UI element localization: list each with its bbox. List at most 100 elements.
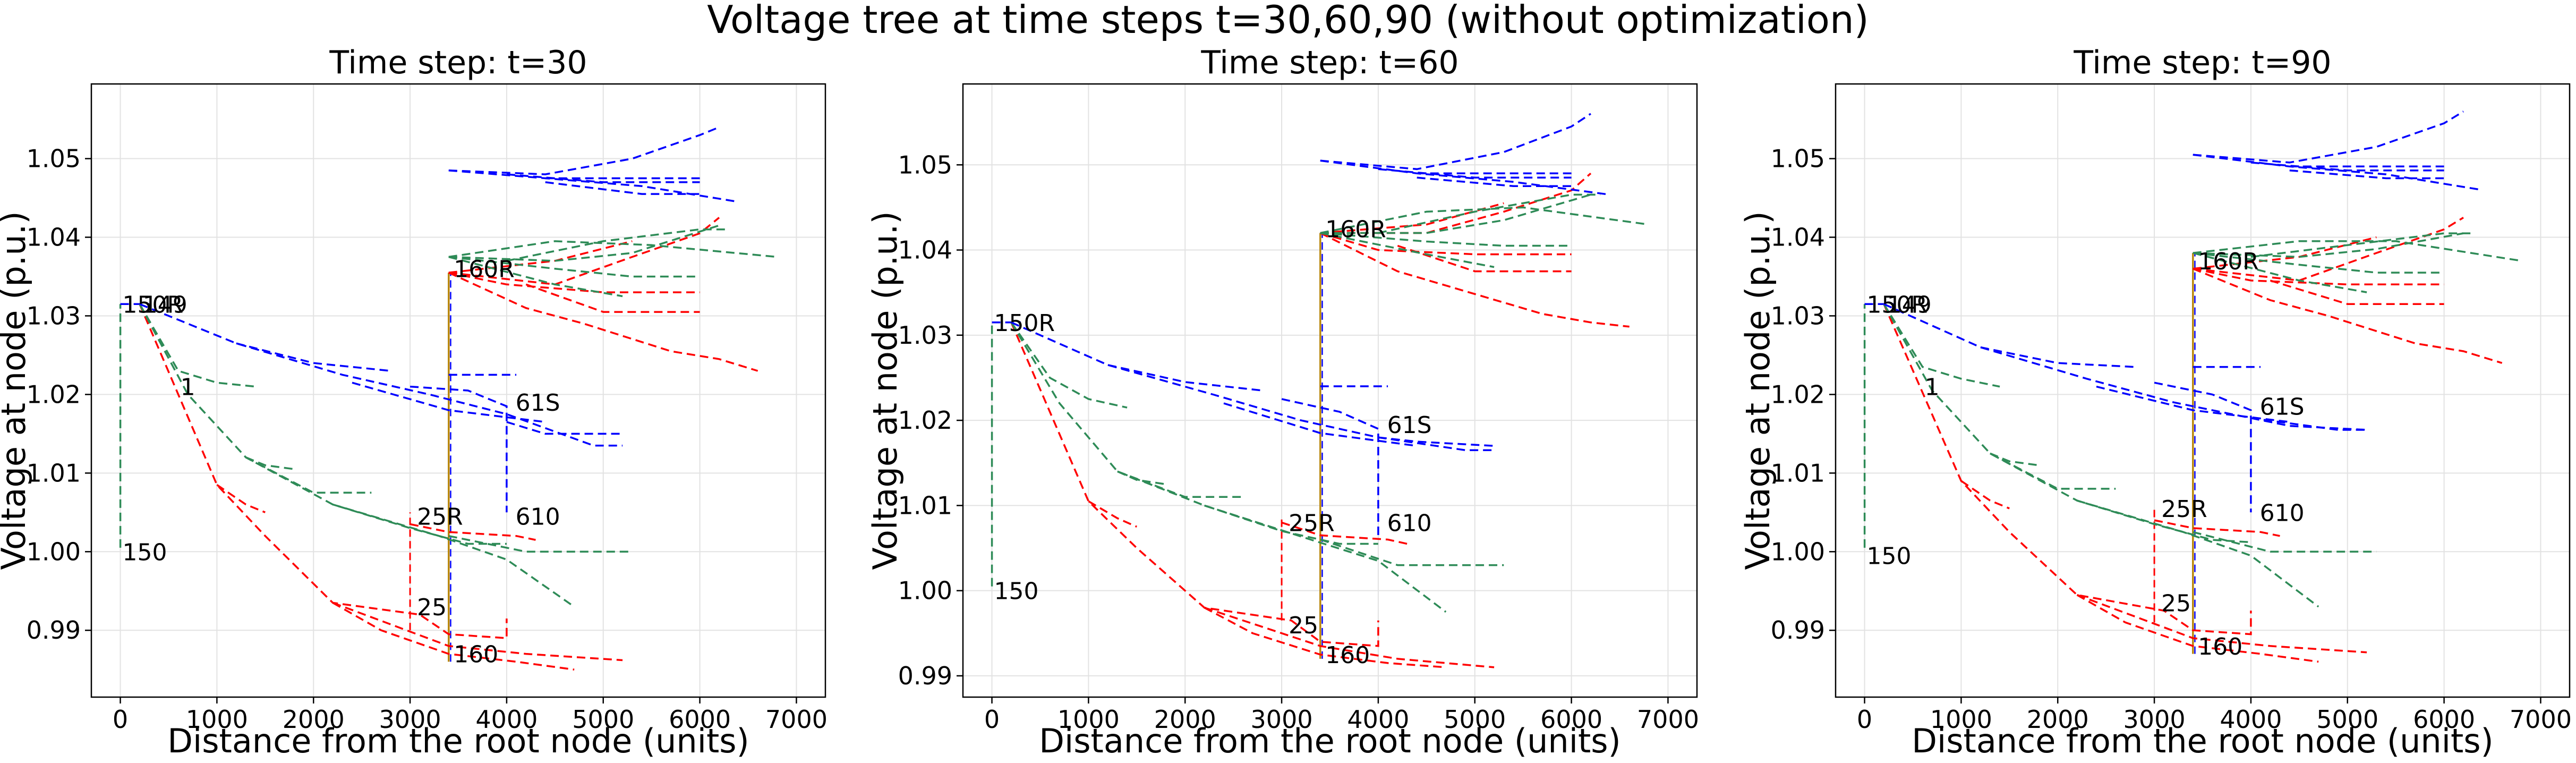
- voltage-branch-line: [139, 303, 623, 447]
- x-tick-label: 6000: [2413, 705, 2475, 734]
- node-label: 61S: [1387, 412, 1432, 439]
- voltage-branch-line: [352, 382, 545, 423]
- x-tick-label: 7000: [765, 705, 828, 734]
- voltage-branch-line: [448, 224, 720, 262]
- voltage-branch-line: [2077, 499, 2319, 608]
- voltage-branch-line: [448, 126, 720, 175]
- node-label: 160R: [454, 256, 515, 283]
- voltage-branch-line: [2193, 232, 2464, 258]
- x-tick-label: 7000: [1637, 705, 1699, 734]
- x-tick-label: 0: [1857, 705, 1872, 734]
- node-label: 150R: [1867, 291, 1928, 318]
- voltage-branch-line: [332, 601, 575, 671]
- x-tick-label: 3000: [379, 705, 441, 734]
- voltage-branch-line: [2076, 594, 2319, 663]
- voltage-branch-line: [1117, 470, 1166, 486]
- voltage-branch-line: [2193, 111, 2464, 164]
- voltage-branch-line: [245, 456, 295, 470]
- node-label: 25: [417, 594, 447, 621]
- voltage-branch-line: [448, 217, 720, 286]
- node-label: 149: [1887, 291, 1932, 318]
- chart-panel-2: 0 1000 2000 3000 4000 5000 6000 7000 0.99 1.00 1.0…: [866, 44, 1699, 760]
- x-tick-label: 1000: [1057, 705, 1120, 734]
- node-label: 25R: [417, 504, 463, 531]
- voltage-branch-line: [1320, 232, 1495, 268]
- x-tick-label: 5000: [572, 705, 634, 734]
- voltage-branch-line: [1378, 168, 1572, 179]
- figure-suptitle: Voltage tree at time steps t=30,60,90 (w…: [707, 0, 1869, 42]
- voltage-branch-line: [1320, 232, 1572, 256]
- voltage-branch-line: [448, 272, 758, 372]
- node-label: 150: [1867, 543, 1912, 570]
- node-label: 150R: [123, 291, 184, 318]
- voltage-branch-line: [332, 503, 575, 608]
- chart-panel-1: 0 1000 2000 3000 4000 5000 6000 7000 0.99 1.00 1.0…: [0, 44, 828, 760]
- voltage-branch-line: [1397, 244, 1572, 273]
- voltage-branch-line: [1281, 398, 1379, 540]
- voltage-branch-line: [245, 456, 372, 494]
- voltage-branch-line: [525, 283, 700, 313]
- voltage-branch-line: [1378, 193, 1601, 234]
- voltage-branch-line: [2193, 268, 2503, 364]
- voltage-branch-line: [1204, 607, 1495, 668]
- y-tick-label: 1.03: [898, 321, 952, 350]
- voltage-branch-line: [2193, 217, 2464, 282]
- node-label: 61S: [516, 389, 560, 417]
- y-tick-label: 0.99: [898, 662, 952, 690]
- voltage-branch-line: [410, 385, 508, 513]
- voltage-branch-line: [2154, 382, 2252, 513]
- voltage-branch-line: [236, 342, 391, 372]
- chart-panels: 0 1000 2000 3000 4000 5000 6000 7000 0.99 1.00 1.0…: [0, 44, 2572, 760]
- voltage-branch-line: [1204, 607, 1446, 668]
- voltage-branch-line: [1010, 321, 1128, 409]
- y-tick-label: 1.00: [27, 537, 81, 566]
- node-label: 150: [123, 539, 167, 566]
- voltage-branch-line: [1010, 322, 1379, 647]
- voltage-branch-line: [139, 303, 256, 388]
- y-tick-label: 1.05: [898, 150, 952, 179]
- voltage-branch-line: [506, 421, 623, 435]
- y-tick-label: 1.01: [898, 491, 952, 520]
- node-label: 150: [994, 578, 1039, 605]
- x-axis-label: Distance from the root node (units): [1039, 722, 1621, 760]
- voltage-branch-line: [410, 523, 536, 541]
- x-tick-label: 1000: [1930, 705, 1992, 734]
- x-axis-label: Distance from the root node (units): [1912, 722, 2494, 760]
- voltage-branch-line: [1320, 159, 1610, 196]
- x-tick-label: 1000: [186, 705, 248, 734]
- voltage-branch-line: [2250, 162, 2444, 172]
- x-tick-label: 4000: [1347, 705, 1409, 734]
- voltage-branch-line: [1223, 402, 1417, 447]
- voltage-branch-line: [2193, 240, 2522, 262]
- x-axis-label: Distance from the root node (units): [167, 722, 749, 760]
- x-tick-label: 5000: [1444, 705, 1506, 734]
- voltage-branch-line: [1960, 480, 2010, 510]
- voltage-branch-line: [2193, 531, 2377, 553]
- y-axis-label: Voltage at node (p.u.): [0, 211, 33, 570]
- voltage-branch-line: [448, 240, 778, 258]
- voltage-branch-line: [1883, 303, 2367, 431]
- voltage-branch-line: [216, 484, 266, 513]
- voltage-branch-line: [1990, 452, 2116, 490]
- voltage-branch-line: [2193, 267, 2444, 286]
- voltage-branch-line: [1088, 500, 1138, 528]
- voltage-branch-line: [2289, 169, 2444, 180]
- voltage-branch-line: [332, 601, 623, 662]
- node-label: 61S: [2260, 394, 2305, 421]
- node-label: 25R: [1289, 510, 1335, 537]
- y-tick-label: 1.04: [898, 236, 952, 265]
- voltage-branch-line: [1417, 176, 1572, 188]
- x-tick-label: 0: [984, 705, 1000, 734]
- chart-title: Time step: t=30: [329, 44, 587, 81]
- axes-frame: [962, 83, 1698, 698]
- voltage-branch-line: [545, 181, 700, 195]
- node-label: 610: [2260, 499, 2305, 527]
- y-tick-label: 1.00: [1771, 537, 1825, 566]
- y-axis-label: Voltage at node (p.u.): [866, 211, 905, 570]
- voltage-branch-line: [448, 535, 633, 553]
- x-tick-label: 4000: [2220, 705, 2282, 734]
- voltage-branch-line: [1320, 206, 1649, 234]
- x-tick-label: 3000: [2123, 705, 2186, 734]
- x-tick-label: 3000: [1251, 705, 1313, 734]
- node-label: 160: [454, 641, 498, 668]
